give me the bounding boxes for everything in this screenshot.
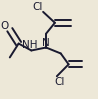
Text: O: O — [1, 21, 9, 31]
Text: N: N — [42, 38, 50, 48]
Text: Cl: Cl — [32, 2, 42, 12]
Text: Cl: Cl — [55, 77, 65, 87]
Text: NH: NH — [22, 40, 37, 50]
